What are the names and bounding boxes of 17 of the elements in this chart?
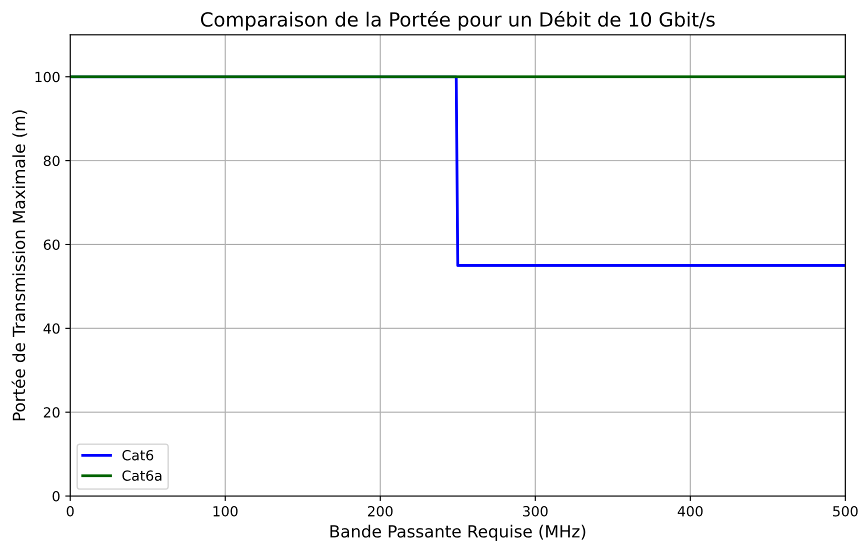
y-tick-label: 20 [44,407,60,418]
x-tick-label: 300 [523,506,548,517]
chart-title: Comparaison de la Portée pour un Débit de 10 Gbit/s [201,10,715,31]
x-tick-label: 400 [678,506,703,517]
y-tick-label: 100 [36,72,60,82]
legend-label: Cat6 [122,450,154,460]
x-tick-label: 200 [368,506,393,517]
y-tick-label: 60 [44,239,60,250]
x-tick-label: 0 [66,506,74,517]
y-axis-title: Portée de Transmission Maximale (m) [12,110,28,420]
x-tick-label: 500 [833,506,858,517]
legend-label: Cat6a [122,470,162,481]
y-tick-label: 40 [44,323,60,334]
x-tick-label: 100 [214,506,238,517]
y-tick-label: 80 [44,156,60,166]
x-axis-title: Bande Passante Requise (MHz) [330,524,586,541]
y-tick-label: 0 [52,491,60,502]
